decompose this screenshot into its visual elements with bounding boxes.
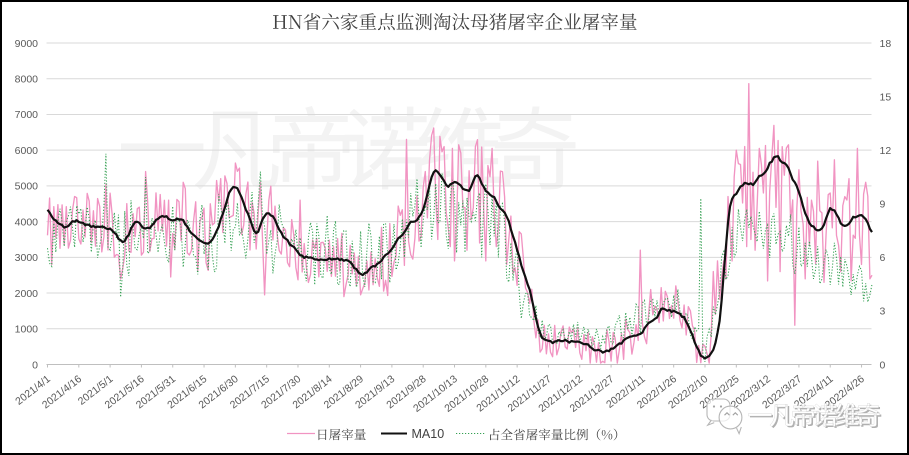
svg-text:0: 0 [32, 359, 38, 371]
svg-text:3: 3 [880, 306, 886, 318]
svg-text:2000: 2000 [15, 288, 39, 300]
svg-text:6000: 6000 [15, 145, 39, 157]
svg-text:6: 6 [880, 252, 886, 264]
svg-text:9: 9 [880, 199, 886, 211]
svg-text:9000: 9000 [15, 38, 39, 50]
svg-text:0: 0 [880, 359, 886, 371]
svg-text:15: 15 [880, 91, 892, 103]
svg-text:8000: 8000 [15, 74, 39, 86]
svg-text:7000: 7000 [15, 109, 39, 121]
svg-text:12: 12 [880, 145, 892, 157]
svg-text:5000: 5000 [15, 181, 39, 193]
svg-text:18: 18 [880, 38, 892, 50]
svg-text:4000: 4000 [15, 216, 39, 228]
svg-text:1000: 1000 [15, 324, 39, 336]
svg-text:MA10: MA10 [412, 427, 445, 441]
svg-text:3000: 3000 [15, 252, 39, 264]
